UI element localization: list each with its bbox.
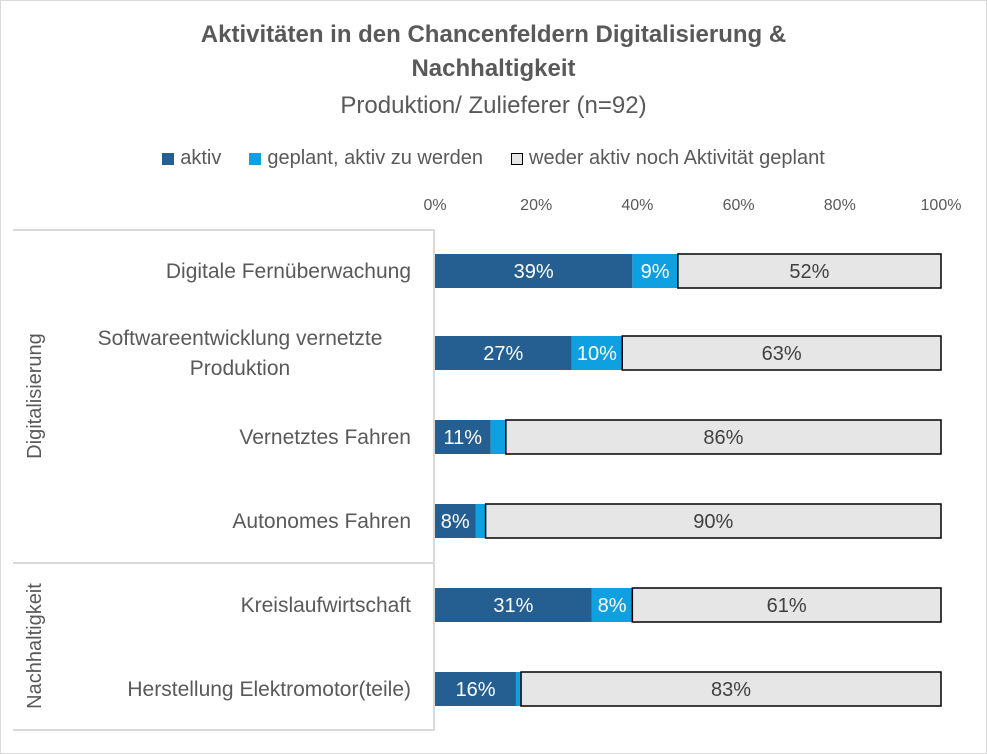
data-label: 86% bbox=[703, 427, 743, 449]
legend-swatch bbox=[511, 152, 524, 165]
legend-label: geplant, aktiv zu werden bbox=[267, 147, 484, 169]
x-tick-label: 60% bbox=[723, 197, 755, 214]
x-tick-label: 40% bbox=[621, 197, 653, 214]
x-tick-label: 0% bbox=[423, 197, 446, 214]
bar-segment-weder bbox=[631, 587, 942, 623]
legend: aktiv geplant, aktiv zu werden weder akt… bbox=[1, 147, 986, 170]
data-label: 39% bbox=[514, 261, 554, 283]
bar-segment-aktiv bbox=[435, 336, 572, 370]
data-label: 31% bbox=[493, 595, 533, 617]
bar-segment-weder bbox=[520, 671, 942, 707]
x-tick-label: 80% bbox=[824, 197, 856, 214]
chart-title-line2: Nachhaltigkeit bbox=[411, 55, 576, 82]
bar-segment-geplant bbox=[571, 336, 623, 370]
legend-item-geplant: geplant, aktiv zu werden bbox=[249, 147, 483, 170]
bar-segment-geplant bbox=[475, 504, 486, 538]
bar-segment-weder bbox=[484, 503, 942, 539]
category-label: Softwareentwicklung vernetzte bbox=[98, 327, 383, 350]
bar-segment-geplant bbox=[632, 254, 678, 288]
bar-segment-geplant bbox=[490, 420, 506, 454]
bar-segment-aktiv bbox=[435, 504, 476, 538]
category-label: Herstellung Elektromotor(teile) bbox=[127, 678, 411, 701]
chart-subtitle: Produktion/ Zulieferer (n=92) bbox=[340, 92, 647, 119]
category-label: Kreislaufwirtschaft bbox=[241, 594, 412, 617]
x-tick-label: 100% bbox=[921, 197, 962, 214]
group-label: Digitalisierung bbox=[24, 333, 46, 459]
legend-swatch bbox=[249, 152, 262, 165]
data-label: 27% bbox=[483, 343, 523, 365]
category-label: Vernetztes Fahren bbox=[239, 426, 411, 449]
data-label: 8% bbox=[598, 595, 627, 617]
data-label: 63% bbox=[762, 343, 802, 365]
bar-segment-aktiv bbox=[435, 672, 516, 706]
legend-swatch bbox=[162, 152, 175, 165]
bar-segment-geplant bbox=[515, 672, 522, 706]
legend-item-weder: weder aktiv noch Aktivität geplant bbox=[511, 147, 825, 170]
category-label: Produktion bbox=[190, 357, 290, 380]
bar-segment-weder bbox=[505, 419, 942, 455]
bar-segment-aktiv bbox=[435, 420, 491, 454]
data-label: 10% bbox=[577, 343, 617, 365]
legend-item-aktiv: aktiv bbox=[162, 147, 221, 170]
data-label: 52% bbox=[789, 261, 829, 283]
data-label: 16% bbox=[455, 679, 495, 701]
data-label: 90% bbox=[693, 511, 733, 533]
data-label: 11% bbox=[444, 427, 483, 449]
data-label: 61% bbox=[767, 595, 807, 617]
legend-label: weder aktiv noch Aktivität geplant bbox=[529, 147, 825, 169]
chart-title-line1: Aktivitäten in den Chancenfeldern Digita… bbox=[200, 21, 787, 48]
bar-segment-aktiv bbox=[435, 588, 592, 622]
bar-segment-weder bbox=[621, 335, 942, 371]
data-label: 8% bbox=[441, 511, 470, 533]
category-label: Autonomes Fahren bbox=[232, 510, 411, 533]
bar-segment-geplant bbox=[591, 588, 633, 622]
x-tick-label: 20% bbox=[520, 197, 552, 214]
data-label: 9% bbox=[641, 261, 670, 283]
bar-segment-aktiv bbox=[435, 254, 633, 288]
category-label: Digitale Fernüberwachung bbox=[166, 260, 411, 283]
bar-segment-weder bbox=[677, 253, 942, 289]
data-label: 83% bbox=[711, 679, 751, 701]
legend-label: aktiv bbox=[180, 147, 222, 169]
group-label: Nachhaltigkeit bbox=[24, 583, 46, 709]
